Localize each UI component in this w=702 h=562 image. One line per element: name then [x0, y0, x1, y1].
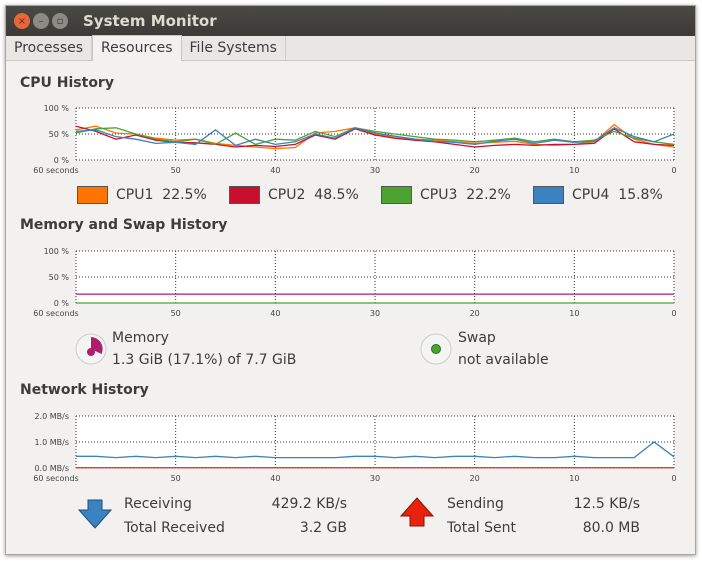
cpu-history-heading: CPU History: [20, 75, 114, 91]
memory-y-tick-label: 50 %: [49, 273, 70, 282]
memory-x-tick-label: 50: [171, 309, 181, 318]
legend-cpu3[interactable]: CPU3 22.2%: [381, 186, 511, 204]
network-x-tick-label: 30: [370, 474, 380, 483]
cpu-x-tick-label: 10: [569, 166, 579, 175]
memory-x-tick-label: 60 seconds: [33, 309, 78, 318]
memory-x-tick-label: 30: [370, 309, 380, 318]
memory-value: 1.3 GiB (17.1%) of 7.7 GiB: [112, 352, 297, 368]
cpu4-value: 15.8%: [618, 187, 663, 203]
cpu-x-tick-label: 0: [671, 166, 676, 175]
swap-value: not available: [458, 352, 549, 368]
receiving-value: 429.2 KB/s: [271, 496, 347, 512]
cpu2-color-swatch[interactable]: [229, 186, 260, 204]
network-x-tick-label: 0: [671, 474, 676, 483]
receiving-label: Receiving: [124, 496, 192, 512]
cpu2-value: 48.5%: [314, 187, 359, 203]
cpu1-color-swatch[interactable]: [77, 186, 108, 204]
cpu3-value: 22.2%: [466, 187, 511, 203]
maximize-button[interactable]: ▫: [52, 13, 68, 29]
memory-x-tick-label: 20: [470, 309, 480, 318]
cpu1-name: CPU1: [116, 187, 154, 203]
legend-cpu4[interactable]: CPU4 15.8%: [533, 186, 663, 204]
memory-x-tick-label: 10: [569, 309, 579, 318]
cpu4-color-swatch[interactable]: [533, 186, 564, 204]
minimize-button[interactable]: –: [33, 13, 49, 29]
network-x-tick-label: 40: [270, 474, 280, 483]
tab-resources[interactable]: Resources: [92, 35, 182, 61]
network-y-tick-label: 1.0 MB/s: [34, 438, 69, 447]
window-title: System Monitor: [83, 12, 217, 30]
network-history-heading: Network History: [20, 382, 149, 398]
close-button[interactable]: ×: [14, 13, 30, 29]
memory-x-tick-label: 0: [671, 309, 676, 318]
network-x-tick-label: 60 seconds: [33, 474, 78, 483]
network-plot-area: [76, 416, 674, 468]
memory-label: Memory: [112, 330, 169, 346]
network-series-receiving: [76, 441, 675, 459]
close-icon: ×: [17, 15, 27, 27]
network-x-tick-label: 10: [569, 474, 579, 483]
cpu-x-tick-label: 40: [270, 166, 280, 175]
cpu-y-tick-label: 0 %: [54, 156, 70, 165]
tab-bar: Processes Resources File Systems: [6, 35, 695, 61]
cpu4-name: CPU4: [572, 187, 610, 203]
legend-cpu1[interactable]: CPU1 22.5%: [77, 186, 207, 204]
total-received-label: Total Received: [124, 520, 225, 536]
cpu3-name: CPU3: [420, 187, 458, 203]
network-x-tick-label: 20: [470, 474, 480, 483]
memory-x-tick-label: 40: [270, 309, 280, 318]
network-y-tick-label: 2.0 MB/s: [34, 412, 69, 421]
legend-cpu2[interactable]: CPU2 48.5%: [229, 186, 359, 204]
sending-value: 12.5 KB/s: [573, 496, 640, 512]
memory-y-tick-label: 100 %: [44, 247, 70, 256]
tab-file-systems[interactable]: File Systems: [182, 36, 286, 60]
memory-history-heading: Memory and Swap History: [20, 217, 228, 233]
cpu-y-tick-label: 100 %: [44, 104, 70, 113]
cpu2-name: CPU2: [268, 187, 306, 203]
cpu3-color-swatch[interactable]: [381, 186, 412, 204]
memory-y-tick-label: 0 %: [54, 299, 70, 308]
cpu-x-tick-label: 50: [171, 166, 181, 175]
total-sent-value: 80.0 MB: [582, 520, 640, 536]
maximize-icon: ▫: [56, 15, 64, 27]
cpu-series-cpu4: [75, 127, 675, 147]
total-sent-label: Total Sent: [447, 520, 517, 536]
swap-label: Swap: [458, 330, 496, 346]
sending-label: Sending: [447, 496, 504, 512]
memory-plot-area: [76, 251, 674, 303]
title-bar: × – ▫ System Monitor: [6, 6, 695, 36]
tab-processes[interactable]: Processes: [6, 36, 93, 60]
total-received-value: 3.2 GB: [299, 520, 347, 536]
minimize-icon: –: [38, 15, 44, 27]
network-x-tick-label: 50: [171, 474, 181, 483]
cpu-x-tick-label: 30: [370, 166, 380, 175]
network-y-tick-label: 0.0 MB/s: [34, 464, 69, 473]
cpu-x-tick-label: 60 seconds: [33, 166, 78, 175]
cpu-x-tick-label: 20: [470, 166, 480, 175]
cpu-y-tick-label: 50 %: [49, 130, 70, 139]
cpu1-value: 22.5%: [162, 187, 207, 203]
